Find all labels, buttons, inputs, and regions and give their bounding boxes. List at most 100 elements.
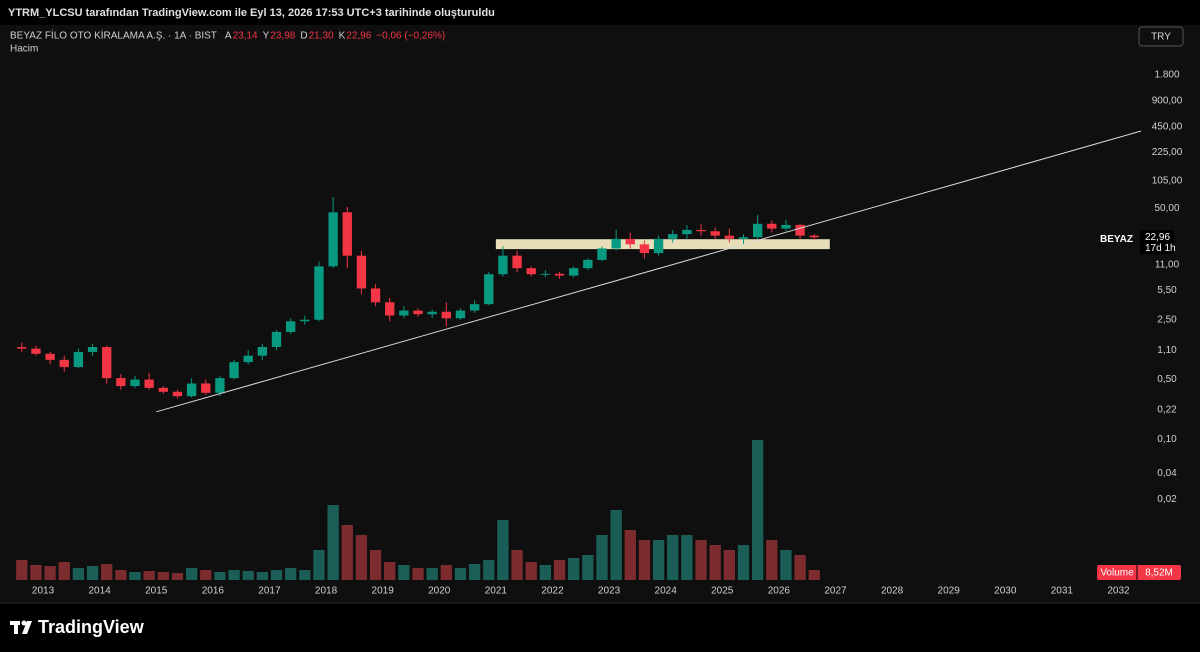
volume-bar: [582, 555, 594, 580]
footer-logo: TradingView: [38, 617, 145, 637]
candle-body: [285, 321, 296, 332]
x-tick-label: 2015: [145, 586, 168, 597]
chart-background: [0, 25, 1200, 603]
candle-body: [385, 302, 395, 316]
x-tick-label: 2014: [88, 586, 111, 597]
candle-body: [696, 229, 706, 232]
x-tick-label: 2016: [202, 586, 225, 597]
x-tick-label: 2025: [711, 586, 734, 597]
volume-bar: [327, 505, 339, 580]
candle-body: [130, 379, 140, 387]
candle-body: [45, 353, 55, 360]
ohlc-key: A: [225, 31, 232, 42]
ohlc-key: D: [300, 31, 307, 42]
volume-bar: [270, 570, 283, 580]
y-tick-label: 450,00: [1152, 121, 1183, 132]
y-tick-label: 0,50: [1157, 374, 1177, 385]
candle-body: [144, 379, 154, 388]
x-tick-label: 2022: [541, 586, 564, 597]
volume-bar: [129, 572, 141, 580]
x-tick-label: 2017: [258, 586, 281, 597]
candle-body: [243, 355, 253, 363]
y-tick-label: 50,00: [1154, 203, 1179, 214]
volume-bar: [596, 535, 608, 580]
volume-bar: [115, 570, 127, 580]
currency-button[interactable]: [1138, 26, 1184, 47]
symbol-label: BEYAZ: [1100, 234, 1133, 245]
volume-bar: [398, 565, 410, 580]
candle-body: [441, 311, 451, 319]
candle-body: [597, 248, 607, 260]
volume-bar: [709, 545, 721, 580]
candle-body: [116, 378, 126, 387]
volume-bar: [497, 520, 509, 580]
candle-body: [752, 223, 763, 238]
ohlc-key: Y: [263, 31, 270, 42]
candle-body: [554, 273, 565, 276]
symbol-title: BEYAZ FİLO OTO KİRALAMA A.Ş. · 1A · BIST: [10, 29, 217, 42]
y-tick-label: 900,00: [1152, 96, 1183, 107]
currency[interactable]: TRY: [1151, 32, 1171, 43]
candle-body: [710, 231, 720, 236]
candle-body: [59, 359, 69, 368]
candle-body: [399, 310, 409, 316]
y-tick-label: 225,00: [1152, 147, 1183, 158]
y-tick-label: 0,04: [1157, 468, 1177, 479]
candle-body: [583, 259, 593, 269]
candle-body: [31, 348, 41, 354]
candle-body: [300, 319, 310, 322]
ohlc-value: 22,96: [346, 31, 371, 42]
trendline: [156, 130, 1142, 413]
volume-pane-title: Hacim: [10, 44, 38, 55]
volume-bar: [454, 568, 467, 580]
candle-body: [682, 229, 692, 235]
candle-body: [370, 288, 381, 303]
candle-body: [215, 378, 225, 393]
volume-value: 8,52M: [1145, 568, 1173, 579]
candle-body: [102, 347, 112, 379]
volume-bar: [30, 565, 42, 580]
volume-bar: [568, 558, 580, 580]
candle-body: [186, 383, 197, 397]
volume-bar: [412, 568, 424, 580]
volume-bar: [624, 530, 636, 580]
candle-body: [271, 331, 282, 348]
y-tick-label: 2,50: [1157, 314, 1177, 325]
candle-body: [767, 223, 777, 229]
volume-bar: [737, 545, 750, 580]
x-tick-label: 2030: [994, 586, 1017, 597]
candle-body: [512, 255, 522, 269]
volume-bar: [214, 572, 226, 580]
candle-body: [540, 273, 551, 275]
footer-logo-icon: [10, 620, 32, 634]
volume-bar: [242, 571, 254, 580]
candle-body: [87, 347, 98, 352]
volume-bar: [808, 570, 820, 580]
ohlc-value: 23,98: [270, 31, 295, 42]
y-tick-label: 1.800: [1154, 70, 1179, 81]
x-tick-label: 2026: [768, 586, 791, 597]
volume-bar: [228, 570, 240, 580]
volume-bar: [299, 570, 311, 580]
x-tick-label: 2032: [1107, 586, 1130, 597]
volume-bar: [86, 566, 99, 580]
candle-body: [73, 351, 84, 368]
candle-body: [668, 234, 678, 239]
candle-body: [724, 235, 735, 239]
y-tick-label: 5,50: [1157, 285, 1177, 296]
volume-bar: [355, 535, 368, 580]
volume-bar: [143, 571, 155, 580]
candle-body: [611, 238, 621, 249]
volume-bar: [652, 540, 665, 580]
candle-body: [738, 237, 749, 239]
candle-body: [498, 255, 508, 275]
volume-bar: [681, 535, 693, 580]
candle-body: [314, 266, 324, 320]
candle-body: [653, 238, 664, 254]
volume-bar: [723, 550, 735, 580]
x-tick-label: 2018: [315, 586, 338, 597]
candle-body: [328, 212, 338, 267]
volume-bar: [101, 564, 113, 580]
volume-bar: [766, 540, 778, 580]
